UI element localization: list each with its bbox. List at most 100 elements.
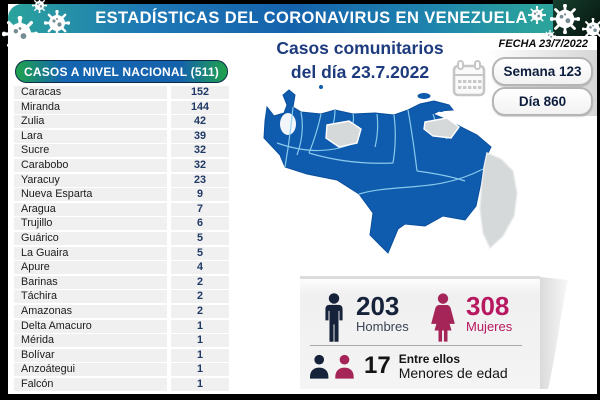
minors-line1: Entre ellos	[398, 352, 461, 366]
table-row: Zulia 42	[14, 115, 229, 129]
state-value: 7	[171, 202, 229, 216]
state-name: Bolívar	[14, 348, 167, 362]
subtitle-line2: del día 23.7.2022	[290, 62, 430, 82]
column-gap	[167, 217, 171, 231]
state-value: 144	[171, 100, 229, 114]
state-value: 1	[171, 334, 229, 348]
column-gap	[167, 334, 171, 348]
table-row: Miranda 144	[14, 100, 229, 114]
table-header: CASOS A NIVEL NACIONAL (511)	[15, 60, 228, 83]
state-value: 23	[171, 173, 229, 187]
column-gap	[167, 231, 171, 245]
state-name: Falcón	[14, 377, 167, 391]
boy-icon	[310, 354, 329, 379]
demographics-card: 203 Hombres 308 Mujeres	[300, 276, 540, 389]
venezuela-map	[263, 85, 518, 254]
column-gap	[167, 100, 171, 114]
map-state-inactive	[325, 120, 362, 148]
state-name: Guárico	[14, 231, 167, 245]
table-row: Trujillo 6	[14, 217, 229, 231]
state-name: Aragua	[14, 202, 167, 216]
state-name: Mérida	[14, 334, 167, 348]
subtitle-line1: Casos comunitarios	[276, 38, 444, 58]
column-gap	[167, 115, 171, 129]
column-gap	[167, 158, 171, 172]
table-row: Barinas 2	[14, 275, 229, 289]
island	[437, 108, 445, 112]
women-count: 308	[466, 291, 510, 321]
state-name: Sucre	[14, 144, 167, 158]
column-gap	[167, 275, 171, 289]
map-state-inactive	[479, 152, 518, 250]
man-icon	[325, 293, 343, 342]
state-name: Carabobo	[14, 158, 167, 172]
state-value: 32	[171, 158, 229, 172]
column-gap	[167, 144, 171, 158]
column-gap	[167, 173, 171, 187]
table-row: Bolívar 1	[14, 348, 229, 362]
column-gap	[167, 290, 171, 304]
state-name: Caracas	[14, 86, 167, 99]
minors-line2: Menores de edad	[398, 365, 508, 381]
column-gap	[167, 304, 171, 318]
map-state-inactive	[423, 117, 460, 139]
state-value: 39	[171, 129, 229, 143]
state-value: 42	[171, 115, 229, 129]
minors-icons	[310, 354, 354, 379]
state-name: Anzoátegui	[14, 363, 167, 377]
table-row: Táchira 2	[14, 290, 229, 304]
national-table-body: Caracas 152 Miranda 144 Zulia 42 Lara 39…	[14, 86, 229, 392]
table-row: Delta Amacuro 1	[14, 319, 229, 333]
day-label: Día 860	[518, 94, 567, 109]
day-pill: Día 860	[492, 87, 593, 116]
state-value: 152	[171, 86, 229, 99]
column-gap	[167, 261, 171, 275]
state-name: Yaracuy	[14, 173, 167, 187]
table-row: Anzoátegui 1	[14, 363, 229, 377]
men-count: 203	[356, 291, 400, 321]
table-row: Nueva Esparta 9	[14, 188, 229, 202]
island	[319, 85, 323, 89]
state-value: 1	[171, 363, 229, 377]
table-row: Guárico 5	[14, 231, 229, 245]
fecha-label: FECHA 23/7/2022	[498, 38, 588, 50]
men-label: Hombres	[356, 319, 409, 334]
state-value: 2	[171, 304, 229, 318]
table-row: Mérida 1	[14, 334, 229, 348]
state-name: Barinas	[14, 275, 167, 289]
minors-count: 17	[364, 352, 391, 379]
state-name: Táchira	[14, 290, 167, 304]
state-name: Delta Amacuro	[14, 319, 167, 333]
column-gap	[167, 348, 171, 362]
woman-icon	[431, 293, 455, 342]
column-gap	[167, 86, 171, 99]
table-row: Aragua 7	[14, 202, 229, 216]
column-gap	[167, 319, 171, 333]
column-gap	[167, 202, 171, 216]
state-value: 2	[171, 290, 229, 304]
state-value: 5	[171, 246, 229, 260]
calendar-icon	[452, 60, 486, 97]
corner-decoration	[553, 0, 600, 36]
page-title: Casos comunitarios del día 23.7.2022	[238, 36, 482, 84]
table-row: Sucre 32	[14, 144, 229, 158]
column-gap	[167, 363, 171, 377]
women-label: Mujeres	[466, 319, 513, 334]
state-name: Zulia	[14, 115, 167, 129]
table-row: Caracas 152	[14, 86, 229, 99]
column-gap	[167, 129, 171, 143]
state-value: 32	[171, 144, 229, 158]
state-value: 6	[171, 217, 229, 231]
girl-icon	[335, 354, 354, 379]
state-name: Apure	[14, 261, 167, 275]
table-row: Lara 39	[14, 129, 229, 143]
week-pill: Semana 123	[492, 57, 593, 86]
table-row: Amazonas 2	[14, 304, 229, 318]
state-value: 2	[171, 275, 229, 289]
island-margarita	[417, 93, 431, 99]
table-row: Carabobo 32	[14, 158, 229, 172]
state-value: 9	[171, 188, 229, 202]
table-row: Yaracuy 23	[14, 173, 229, 187]
state-borders	[276, 106, 484, 195]
state-value: 1	[171, 348, 229, 362]
